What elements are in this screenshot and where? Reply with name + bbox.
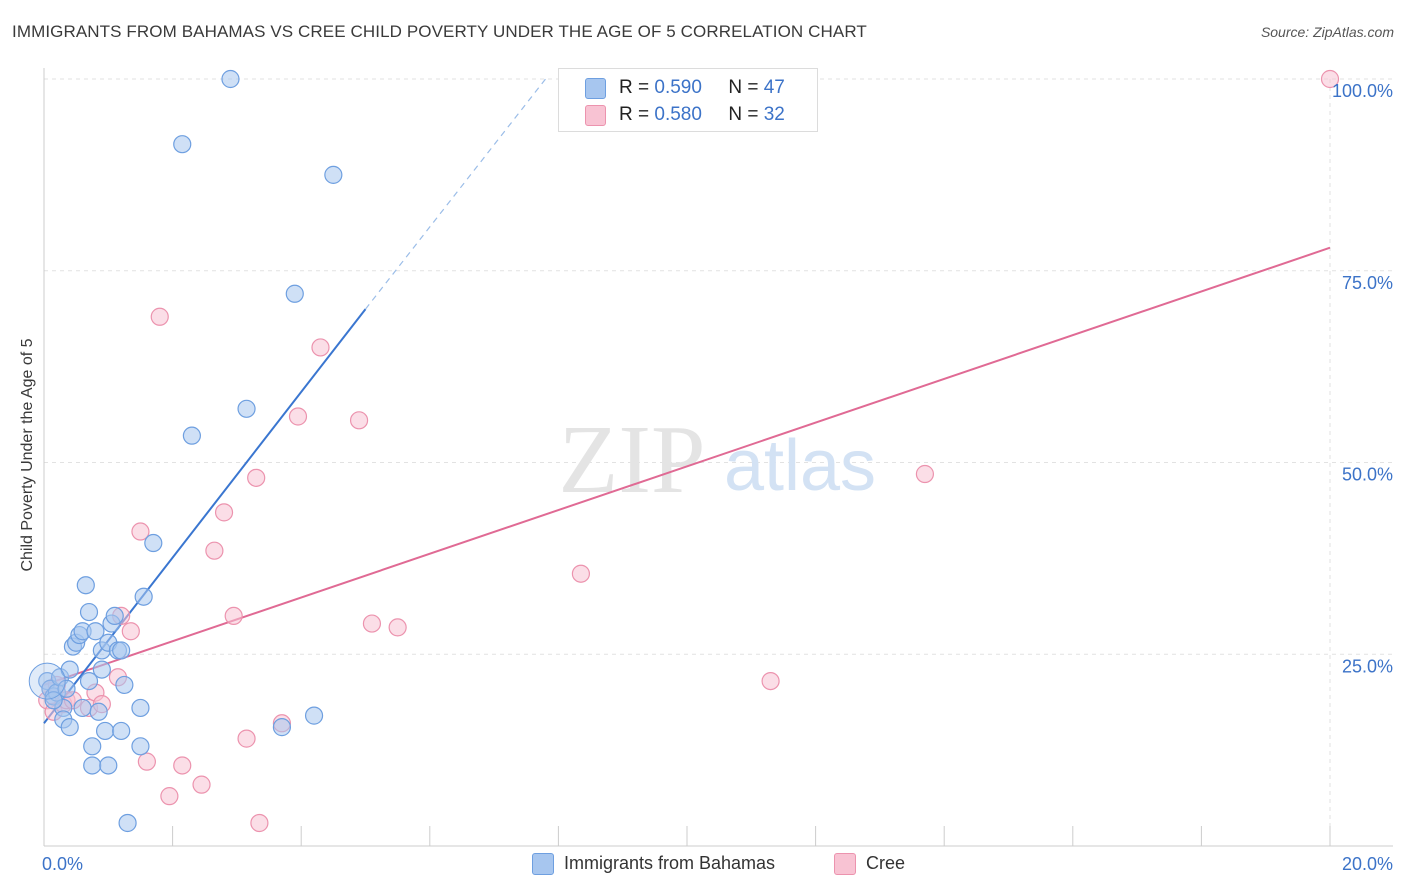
cree-point: [1320, 69, 1340, 89]
cree-point: [349, 411, 369, 430]
x-tick-label: 20.0%: [1342, 854, 1393, 874]
y-tick-label: 75.0%: [1342, 273, 1393, 293]
y-tick-label: 25.0%: [1342, 656, 1393, 676]
cree-point: [761, 671, 780, 691]
data-points: [28, 69, 1340, 833]
bahamas-point: [173, 135, 192, 154]
cree-point: [160, 787, 179, 806]
bahamas-point: [221, 69, 240, 89]
y-axis-label: Child Poverty Under the Age of 5: [19, 338, 36, 572]
chart-title: IMMIGRANTS FROM BAHAMAS VS CREE CHILD PO…: [12, 22, 867, 41]
bahamas-point: [73, 698, 92, 718]
axes: [43, 68, 1393, 847]
legend-n-label: N =: [728, 104, 759, 125]
legend-r-label: R =: [619, 77, 650, 98]
bahamas-point: [89, 702, 108, 721]
cree-point: [250, 813, 269, 833]
legend-n-value: 32: [763, 104, 785, 125]
bahamas-point: [134, 587, 153, 606]
stats-legend: R = 0.590 N = 47 R = 0.580 N = 32: [558, 68, 818, 132]
trend-lines: [43, 78, 1331, 724]
cree-point: [205, 541, 224, 560]
bahamas-point: [79, 671, 99, 691]
bahamas-point: [118, 813, 137, 833]
legend-n-value: 47: [763, 77, 785, 98]
cree-point: [131, 522, 150, 541]
cree-point: [311, 338, 330, 357]
bahamas-point: [95, 721, 115, 741]
bottom-legend-label: Immigrants from Bahamas: [564, 853, 776, 873]
legend-r-value: 0.590: [654, 77, 702, 98]
cree-point: [224, 606, 243, 626]
bahamas-point: [83, 756, 102, 775]
cree-point: [173, 756, 192, 775]
tick-labels: 100.0% 75.0% 50.0% 25.0% 0.0% 20.0%: [42, 81, 1393, 874]
bahamas-point: [83, 737, 102, 756]
bahamas-point: [105, 606, 124, 626]
bahamas-point: [115, 675, 134, 695]
cree-point: [362, 614, 382, 633]
bahamas-point: [272, 718, 292, 737]
legend-swatch-cree: [585, 105, 606, 126]
bahamas-point: [92, 660, 111, 679]
y-tick-label: 50.0%: [1342, 465, 1393, 485]
watermark: ZIP atlas: [559, 406, 877, 514]
bahamas-point: [182, 426, 201, 445]
cree-point: [150, 307, 169, 326]
source-credit: Source: ZipAtlas.com: [1260, 24, 1394, 40]
bahamas-point: [76, 576, 95, 595]
bahamas-point: [60, 718, 79, 737]
legend-r-label: R =: [619, 104, 650, 125]
cree-point: [288, 407, 308, 426]
x-tick-label: 0.0%: [42, 854, 83, 874]
legend-r-value: 0.580: [654, 104, 702, 125]
watermark-zip: ZIP: [559, 406, 706, 514]
bahamas-point: [304, 706, 324, 725]
bottom-legend-swatch-bahamas: [532, 853, 554, 875]
bahamas-point: [131, 737, 150, 756]
bahamas-point: [285, 284, 304, 303]
bahamas-point: [28, 662, 66, 700]
bahamas-point: [112, 721, 131, 741]
cree-point: [247, 468, 266, 487]
cree-trend-line: [43, 246, 1331, 686]
watermark-atlas: atlas: [724, 426, 876, 506]
bottom-legend-label: Cree: [866, 853, 906, 873]
bahamas-trend-extension: [365, 78, 547, 310]
bahamas-point: [131, 698, 150, 718]
y-tick-label: 100.0%: [1332, 81, 1393, 101]
bahamas-point: [112, 641, 131, 660]
cree-point: [214, 503, 234, 522]
cree-point: [137, 752, 156, 771]
bahamas-point: [57, 679, 76, 698]
bahamas-point: [144, 533, 163, 553]
cree-point: [237, 729, 256, 748]
bahamas-point: [237, 399, 256, 418]
cree-point: [192, 775, 211, 794]
legend-n-label: N =: [728, 77, 759, 98]
cree-point: [121, 622, 140, 641]
cree-point: [388, 618, 407, 637]
bahamas-point: [324, 165, 343, 184]
bahamas-point: [99, 756, 118, 775]
bahamas-point: [86, 622, 105, 641]
cree-point: [571, 564, 591, 583]
legend-swatch-bahamas: [585, 78, 606, 99]
bahamas-trend-line: [43, 308, 367, 724]
cree-point: [915, 464, 935, 484]
bottom-legend-swatch-cree: [834, 853, 856, 875]
bahamas-point: [79, 602, 99, 622]
